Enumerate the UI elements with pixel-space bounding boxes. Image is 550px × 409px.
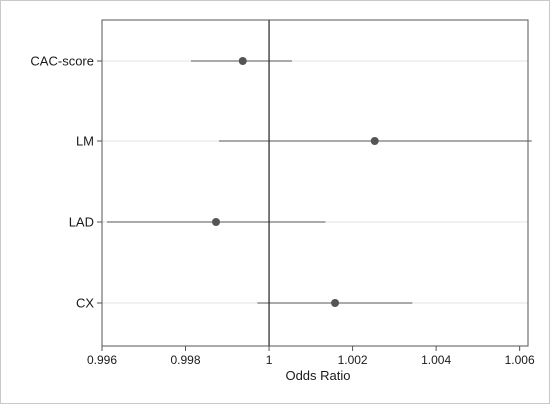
x-tick-label: 0.998 [171,353,201,367]
point-estimate [212,218,221,226]
y-tick-label: LAD [69,215,94,230]
x-tick-label: 1.002 [338,353,368,367]
point-estimate [370,137,379,145]
point-estimate [238,57,247,65]
y-tick-label: CX [76,296,94,311]
x-axis-title: Odds Ratio [285,368,350,383]
y-tick-label: CAC-score [30,54,94,69]
plot-area-border [101,19,529,347]
point-estimates [212,57,379,307]
x-tick-label: 1.006 [505,353,535,367]
x-axis-ticks: 0.996 0.998 1 1.002 1.004 1.006 [87,346,535,367]
point-estimate [331,299,340,307]
x-tick-label: 0.996 [87,353,117,367]
y-axis-labels: CAC-score LM LAD CX [30,54,102,311]
y-tick-label: LM [76,134,94,149]
x-tick-label: 1.004 [421,353,451,367]
x-tick-label: 1 [266,353,273,367]
